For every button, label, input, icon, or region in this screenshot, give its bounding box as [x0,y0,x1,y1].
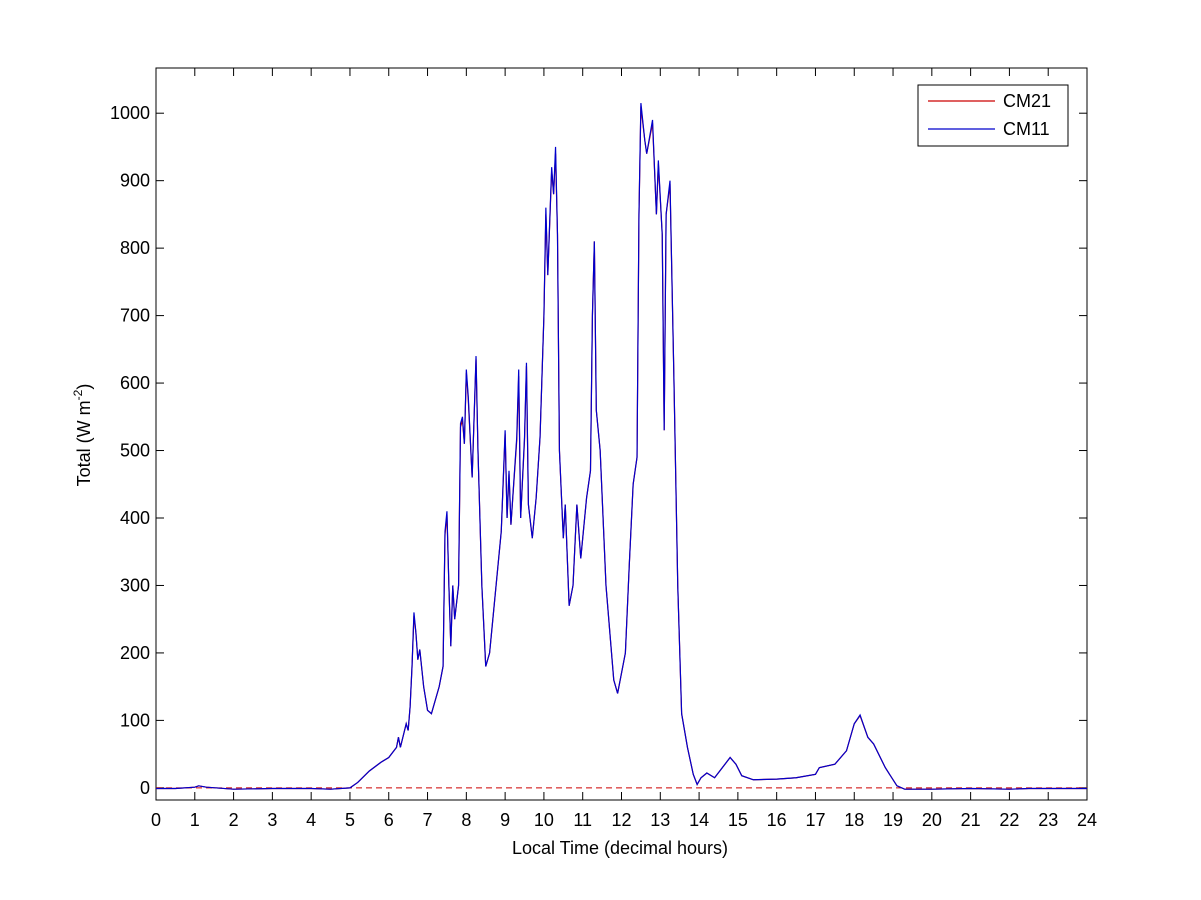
y-tick-label: 300 [120,575,150,595]
legend: CM21 CM11 [917,84,1069,147]
x-tick-label: 0 [151,810,161,830]
series-line [156,103,1087,790]
y-tick-label: 100 [120,710,150,730]
x-tick-label: 8 [461,810,471,830]
x-tick-label: 13 [650,810,670,830]
x-tick-label: 7 [423,810,433,830]
y-axis-label: Total (W m-2) [71,384,94,487]
x-tick-label: 12 [611,810,631,830]
y-tick-label: 200 [120,643,150,663]
x-tick-label: 21 [961,810,981,830]
x-tick-label: 15 [728,810,748,830]
x-tick-label: 4 [306,810,316,830]
x-tick-label: 3 [267,810,277,830]
x-tick-label: 2 [229,810,239,830]
y-tick-label: 600 [120,373,150,393]
x-tick-label: 9 [500,810,510,830]
y-tick-label: 800 [120,238,150,258]
legend-label: CM21 [1003,91,1051,111]
x-tick-label: 5 [345,810,355,830]
x-tick-label: 17 [805,810,825,830]
x-tick-label: 19 [883,810,903,830]
legend-box [917,84,1069,147]
y-tick-label: 500 [120,441,150,461]
legend-label: CM11 [1003,119,1050,139]
y-axis-label-text: Total (W m [74,400,94,486]
x-tick-label: 18 [844,810,864,830]
x-axis-label: Local Time (decimal hours) [512,838,728,858]
x-tick-label: 16 [767,810,787,830]
x-tick-label: 1 [190,810,200,830]
x-tick-label: 20 [922,810,942,830]
y-tick-label: 1000 [110,103,150,123]
x-tick-label: 14 [689,810,709,830]
y-tick-label: 400 [120,508,150,528]
plot-area [155,67,1088,801]
y-tick-label: 900 [120,171,150,191]
y-axis-label-superscript: -2 [71,389,85,400]
x-tick-label: 10 [534,810,554,830]
x-tick-label: 24 [1077,810,1097,830]
x-tick-label: 22 [999,810,1019,830]
y-axis-label-suffix: ) [74,384,94,390]
x-tick-label: 6 [384,810,394,830]
x-tick-label: 11 [573,810,592,830]
y-tick-label: 0 [140,778,150,798]
x-tick-label: 23 [1038,810,1058,830]
y-tick-label: 700 [120,306,150,326]
